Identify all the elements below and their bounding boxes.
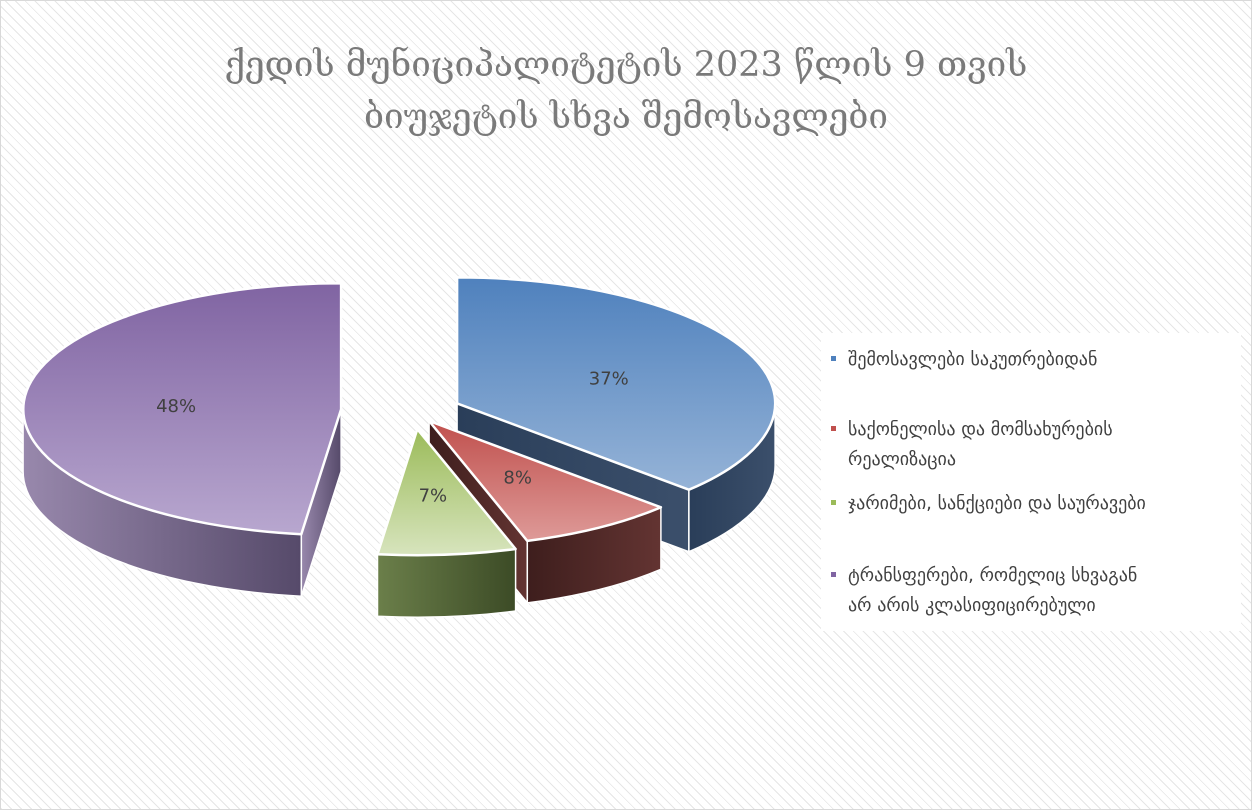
legend-label-line: ტრანსფერები, რომელიც სხვაგან	[848, 565, 1138, 586]
chart-title-line-2: ბიუჯეტის სხვა შემოსავლები	[364, 97, 888, 137]
legend-label-fines: ჯარიმები, სანქციები და საურავები	[848, 489, 1231, 519]
legend-label-property-income: შემოსავლები საკუთრებიდან	[848, 345, 1231, 375]
data-label-fines: 7%	[419, 485, 448, 506]
data-label-transfers: 48%	[156, 396, 196, 417]
legend-label-line: რეალიზაცია	[848, 449, 956, 470]
legend-label-line: საქონელისა და მომსახურების	[848, 419, 1113, 440]
pie-slice-top-fines	[376, 427, 517, 557]
pie-slice-transfers	[22, 281, 343, 597]
legend-item-transfers: ტრანსფერები, რომელიც სხვაგან არ არის კლა…	[831, 561, 1231, 621]
pie-slice-goods-services	[427, 418, 663, 605]
legend-label-transfers: ტრანსფერები, რომელიც სხვაგან არ არის კლა…	[848, 561, 1231, 621]
chart-title-line-1: ქედის მუნიციპალიტეტის 2023 წლის 9 თვის	[224, 45, 1028, 85]
legend-marker-property-income	[831, 356, 836, 361]
data-label-goods-services: 8%	[503, 467, 532, 488]
pie-slice-top-transfers	[22, 281, 343, 536]
legend-label-line: შემოსავლები საკუთრებიდან	[848, 349, 1098, 370]
chart-title: ქედის მუნიციპალიტეტის 2023 წლის 9 თვის ბ…	[101, 39, 1151, 143]
pie-slice-side-fines	[376, 548, 517, 618]
legend-item-fines: ჯარიმები, სანქციები და საურავები	[831, 489, 1231, 519]
legend-item-goods-services: საქონელისა და მომსახურების რეალიზაცია	[831, 415, 1231, 475]
legend-label-line: ჯარიმები, სანქციები და საურავები	[848, 493, 1146, 514]
data-label-property-income: 37%	[589, 368, 629, 389]
legend-marker-goods-services	[831, 426, 836, 431]
legend-item-property-income: შემოსავლები საკუთრებიდან	[831, 345, 1231, 375]
pie-slice-top-goods-services	[427, 419, 663, 543]
legend: შემოსავლები საკუთრებიდან საქონელისა და მ…	[821, 333, 1241, 631]
legend-marker-fines	[831, 500, 836, 505]
legend-label-goods-services: საქონელისა და მომსახურების რეალიზაცია	[848, 415, 1231, 475]
legend-label-line: არ არის კლასიფიცირებული	[848, 595, 1096, 616]
pie-slice-top-property-income	[455, 276, 777, 491]
legend-marker-transfers	[831, 572, 836, 577]
pie-slice-fines	[376, 427, 517, 618]
